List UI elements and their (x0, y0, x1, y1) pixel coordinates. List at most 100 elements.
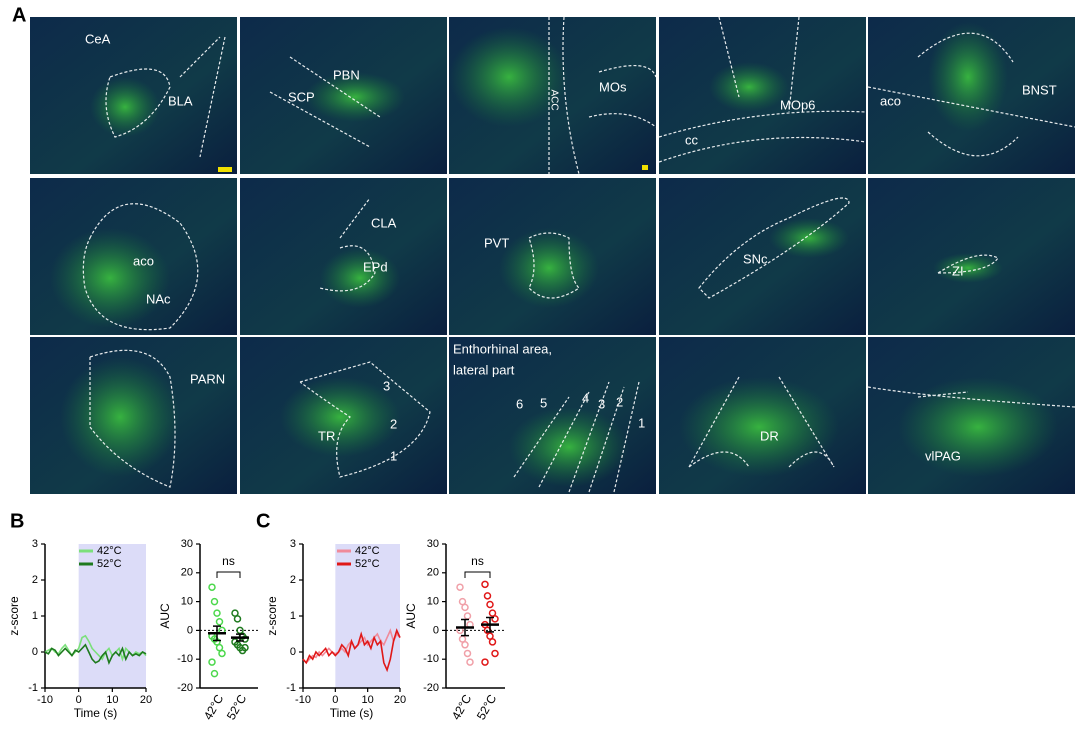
error-bar (461, 618, 469, 637)
y-tick-label: 3 (32, 538, 38, 550)
histology-image: MOp6 cc (658, 16, 867, 174)
region-label: CeA (85, 31, 111, 46)
histology-image: SNc (659, 178, 866, 335)
data-point (241, 643, 249, 652)
fluorescence (679, 377, 839, 477)
fluorescence (769, 218, 849, 258)
region-label: 2 (616, 394, 623, 409)
y-axis-label: AUC (158, 603, 172, 629)
region-label: aco (880, 93, 901, 108)
y-tick-label: 2 (290, 574, 296, 586)
region-label: 4 (582, 390, 589, 405)
region-label: NAc (146, 291, 171, 306)
region-label: EPd (363, 259, 388, 274)
y-tick-label: 20 (181, 567, 193, 579)
y-tick-label: 2 (32, 574, 38, 586)
data-point (210, 669, 219, 678)
y-tick-label: 30 (181, 538, 193, 550)
region-outline (299, 361, 431, 478)
y-tick-label: 0 (290, 646, 296, 658)
data-point (208, 583, 216, 591)
y-tick-label: 10 (427, 596, 439, 608)
region-label: PVT (484, 235, 509, 250)
significance-bracket (464, 571, 491, 578)
y-tick-label: 10 (181, 596, 193, 608)
y-tick-label: 0 (187, 624, 193, 636)
histology-image: CLA EPd (240, 178, 447, 335)
y-tick-label: -20 (423, 682, 439, 694)
region-label: ACC (548, 89, 559, 110)
region-label: BNST (1022, 82, 1057, 97)
y-tick-label: -1 (286, 682, 296, 694)
x-axis-label: Time (s) (74, 706, 118, 720)
y-tick-label: 20 (427, 567, 439, 579)
y-axis-label: z-score (7, 596, 21, 636)
data-point (483, 592, 492, 600)
x-tick-label: 42°C (449, 692, 475, 723)
x-tick-label: -10 (37, 694, 53, 706)
data-point (466, 658, 474, 666)
region-outline (269, 56, 381, 148)
scale-bar (642, 165, 648, 170)
region-outline (105, 36, 226, 158)
x-tick-label: 10 (106, 694, 118, 706)
region-label: aco (133, 253, 154, 268)
x-tick-label: 42°C (201, 692, 227, 723)
data-point (210, 597, 219, 606)
region-label: cc (685, 132, 699, 147)
region-label: 1 (390, 448, 397, 463)
y-tick-label: 30 (427, 538, 439, 550)
y-tick-label: -20 (177, 682, 193, 694)
y-axis-label: AUC (404, 603, 418, 629)
data-point (486, 600, 494, 609)
y-tick-label: 3 (290, 538, 296, 550)
y-axis-label: z-score (265, 596, 279, 636)
fluorescence (50, 228, 170, 328)
fluorescence (933, 253, 1003, 283)
region-outline (937, 254, 999, 274)
data-point (461, 641, 469, 649)
region-label: BLA (168, 93, 193, 108)
panel-label: B (10, 510, 24, 532)
significance-bracket (216, 571, 241, 578)
data-point (461, 603, 469, 612)
x-tick-label: 10 (362, 694, 374, 706)
error-bar (486, 616, 494, 633)
x-tick-label: 20 (140, 694, 152, 706)
region-label: Enthorhinal area, (453, 341, 552, 356)
x-tick-label: 0 (76, 694, 82, 706)
stimulus-shade (78, 544, 146, 688)
y-tick-label: -1 (28, 682, 38, 694)
region-label: PARN (190, 371, 225, 386)
histology-image: aco NAc (30, 178, 237, 335)
fluorescence (499, 228, 599, 308)
y-tick-label: 1 (290, 610, 296, 622)
x-tick-label: 52°C (474, 692, 500, 723)
histology-image: PARN (30, 337, 237, 494)
data-point (463, 612, 472, 620)
fluorescence (90, 77, 160, 137)
region-label: MOp6 (780, 97, 815, 112)
region-outline (658, 16, 867, 163)
panel-label: A (12, 4, 26, 26)
fluorescence (280, 377, 400, 457)
region-outline (319, 197, 376, 292)
data-point (456, 583, 464, 591)
x-axis-label: Time (s) (330, 706, 374, 720)
histology-image: aco BNST (867, 17, 1076, 174)
y-tick-label: 1 (32, 610, 38, 622)
data-point (488, 638, 497, 646)
data-point (241, 635, 249, 643)
region-label: 1 (638, 415, 645, 430)
histology-image: CeA BLA (30, 17, 237, 174)
data-point (481, 580, 489, 589)
data-point (491, 649, 499, 658)
region-label: CLA (371, 215, 397, 230)
trace (302, 628, 401, 673)
fluorescence (60, 357, 180, 477)
fluorescence (449, 27, 569, 127)
data-point (233, 615, 242, 623)
significance-label: ns (222, 554, 235, 568)
x-tick-label: 0 (332, 694, 338, 706)
